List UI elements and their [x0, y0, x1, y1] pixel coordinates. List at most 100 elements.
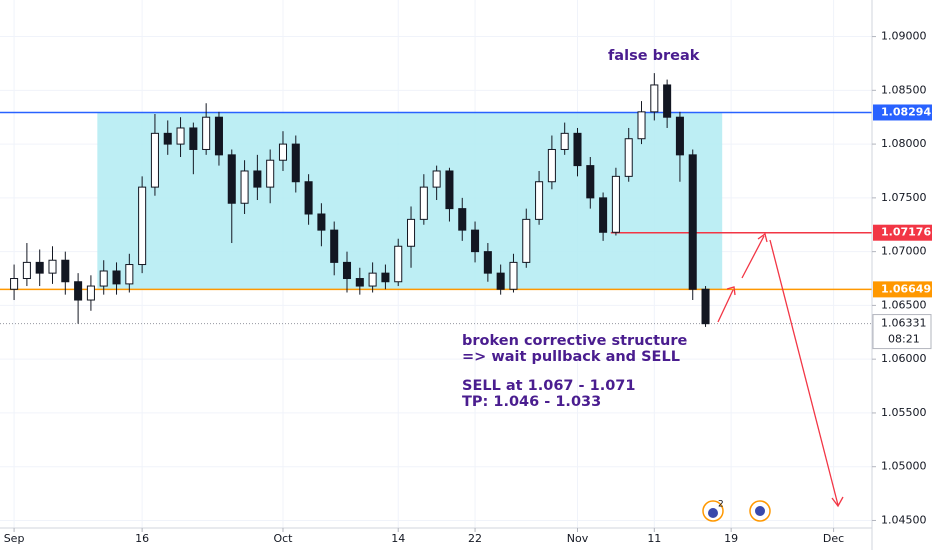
candle-body	[317, 213, 326, 231]
candle-body	[189, 127, 198, 150]
candle-body	[483, 251, 492, 274]
countdown: 08:21	[888, 333, 920, 346]
candle-body	[342, 261, 352, 280]
candle-body	[202, 116, 211, 150]
level-label: 1.07176	[881, 226, 931, 239]
candle-body	[458, 208, 467, 231]
arrow-head	[757, 232, 768, 243]
level-label: 1.08294	[881, 105, 931, 118]
y-tick-label: 1.06500	[881, 298, 927, 311]
candle-body	[701, 288, 710, 325]
candle-body	[573, 132, 582, 167]
event-icons: 2	[702, 500, 771, 522]
candle-body	[304, 181, 313, 215]
candle-body	[624, 138, 633, 177]
candle-body	[637, 111, 646, 140]
candle-body	[176, 127, 185, 145]
candle-body	[509, 261, 518, 290]
candle-body	[22, 261, 31, 280]
y-tick-label: 1.08000	[881, 137, 927, 150]
candle-body	[407, 218, 416, 247]
y-tick-label: 1.08500	[881, 83, 927, 96]
x-tick-label: 14	[391, 532, 405, 545]
y-tick-label: 1.04500	[881, 513, 927, 526]
x-tick-label: 11	[647, 532, 661, 545]
candle-body	[586, 165, 595, 199]
event-flag	[755, 506, 765, 516]
candle-body	[291, 143, 300, 183]
annotation: => wait pullback and SELL	[462, 349, 680, 365]
x-tick-label: 22	[468, 532, 482, 545]
arrows	[717, 232, 844, 508]
x-tick-label: Sep	[4, 532, 25, 545]
candle-body	[675, 116, 684, 156]
level-label-bg	[873, 224, 932, 241]
candle-body	[61, 259, 70, 283]
candle-body	[227, 154, 236, 204]
candle-body	[445, 170, 454, 210]
candle-body	[10, 278, 19, 290]
x-tick-label: 19	[724, 532, 738, 545]
candle-body	[663, 84, 672, 118]
candle-body	[214, 116, 223, 156]
annotation: broken corrective structure	[462, 333, 688, 349]
last-price-label: 1.06331	[881, 317, 927, 330]
y-tick-label: 1.09000	[881, 30, 927, 43]
y-tick-label: 1.05000	[881, 460, 927, 473]
x-tick-label: 16	[135, 532, 149, 545]
annotation: SELL at 1.067 - 1.071	[462, 378, 635, 394]
candle-body	[688, 154, 697, 290]
candle-body	[535, 181, 544, 220]
event-flag	[708, 508, 718, 518]
candle-body	[278, 143, 288, 161]
candle-body	[266, 159, 275, 188]
candle-body	[599, 197, 608, 233]
candle-body	[522, 218, 531, 263]
y-tick-label: 1.07000	[881, 245, 927, 258]
annotation: false break	[608, 48, 700, 64]
x-tick-label: Dec	[823, 532, 844, 545]
x-tick-label: Nov	[567, 532, 589, 545]
candle-body	[611, 175, 620, 233]
level-label-bg	[873, 281, 932, 298]
arrow	[717, 289, 734, 323]
candle-body	[240, 170, 249, 204]
candle-body	[163, 132, 172, 145]
last-price-bg	[872, 314, 932, 350]
candle-body	[650, 84, 659, 113]
x-tick-label: Oct	[273, 532, 293, 545]
candle-body	[368, 272, 377, 287]
candle-body	[496, 272, 505, 290]
candle-body	[381, 272, 390, 283]
arrow-head	[831, 496, 844, 508]
candle-body	[419, 186, 428, 220]
candle-body	[355, 278, 364, 287]
candle-body	[150, 132, 159, 188]
candle-body	[253, 170, 262, 188]
candle-body	[99, 270, 108, 287]
candle-body	[125, 264, 134, 285]
candle-body	[112, 270, 121, 285]
event-count: 2	[718, 500, 724, 510]
annotation: TP: 1.046 - 1.033	[462, 394, 601, 410]
arrow	[741, 235, 765, 279]
candle-body	[471, 229, 480, 253]
candle-body	[74, 281, 83, 301]
candle-body	[48, 259, 57, 274]
y-tick-label: 1.07500	[881, 191, 927, 204]
candle-body	[394, 245, 403, 283]
level-label-bg	[873, 104, 932, 121]
candle-body	[330, 229, 339, 263]
y-tick-label: 1.05500	[881, 406, 927, 419]
candle-body	[86, 285, 95, 301]
arrow-head	[726, 286, 736, 296]
level-label: 1.06649	[881, 282, 931, 295]
candle-body	[138, 186, 147, 266]
candle-body	[35, 261, 44, 274]
y-tick-label: 1.06000	[881, 352, 927, 365]
candle-body	[432, 170, 441, 188]
candle-body	[547, 148, 556, 183]
arrow	[769, 239, 839, 506]
candle-body	[560, 132, 569, 150]
